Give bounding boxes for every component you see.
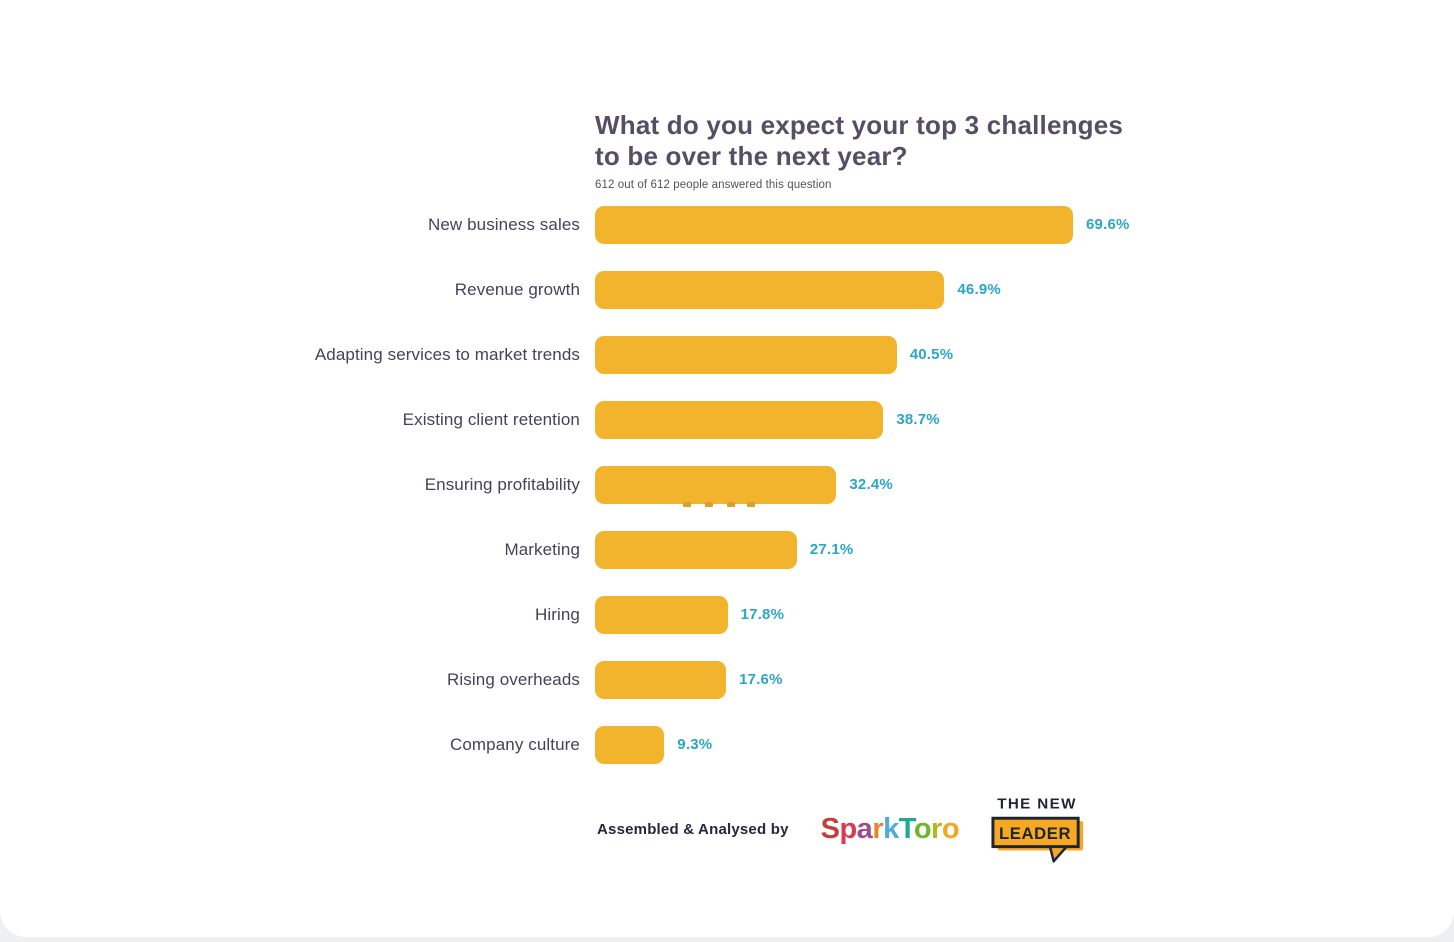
bar [595,595,728,634]
bar [595,270,945,309]
the-new-leader-logo: THE NEW LEADER [991,795,1084,863]
sparktoro-letter: p [839,812,857,845]
bar-row: Marketing 27.1% [0,517,1454,582]
sparktoro-letter: a [856,812,873,845]
category-label: Ensuring profitability [424,474,580,494]
chart-header: What do you expect your top 3 challenges… [595,110,1123,191]
bar [595,725,665,764]
hidden-text-artifact [727,501,735,507]
svg-text:THE NEW: THE NEW [997,795,1077,812]
bar-row: Adapting services to market trends 40.5% [0,322,1454,387]
credit-text: Assembled & Analysed by [597,820,789,838]
value-label: 46.9% [957,281,1001,298]
chart-title-line-2: to be over the next year? [595,141,908,171]
value-label: 32.4% [849,476,893,493]
bar-row: Hiring 17.8% [0,582,1454,647]
sparktoro-letter: o [941,812,960,845]
sparktoro-letter: o [913,812,932,845]
bar [595,205,1073,244]
bar [595,335,897,374]
category-label: Rising overheads [447,669,580,689]
hidden-text-artifact [705,501,713,507]
value-label: 69.6% [1086,216,1130,233]
category-label: Company culture [449,734,580,754]
chart-subtitle: 612 out of 612 people answered this ques… [595,179,832,191]
sparktoro-letter: r [872,812,884,845]
value-label: 9.3% [677,736,713,753]
hidden-text-artifact [683,501,691,507]
sparktoro-letter: k [883,812,899,845]
value-label: 17.6% [739,671,783,688]
bar-row: Revenue growth 46.9% [0,257,1454,322]
category-label: Hiring [534,604,580,624]
svg-text:LEADER: LEADER [999,824,1071,843]
bar-row: Ensuring profitability 32.4% [0,452,1454,517]
value-label: 38.7% [896,411,940,428]
sparktoro-letter: T [898,812,915,845]
sparktoro-logo: SparkToro [820,812,960,846]
bar-row: Existing client retention 38.7% [0,387,1454,452]
category-label: New business sales [427,214,580,234]
bar [595,465,837,507]
category-label: Existing client retention [402,409,580,429]
chart-title-line-1: What do you expect your top 3 challenges [595,110,1124,140]
footer: Assembled & Analysed by SparkToro THE NE… [597,793,1087,865]
value-label: 17.8% [740,606,785,623]
bar-row: Company culture 9.3% [0,712,1454,777]
sparktoro-letter: S [820,812,840,845]
value-label: 27.1% [809,541,854,558]
bar [595,530,797,569]
bar [595,400,884,439]
hidden-text-artifact [747,501,755,507]
value-label: 40.5% [909,346,954,363]
category-label: Revenue growth [454,279,580,299]
bar-chart: New business sales 69.6% Revenue growth 46.… [0,192,1454,777]
sparktoro-letter: r [931,812,942,845]
category-label: Marketing [504,539,580,559]
bar-row: Rising overheads 17.6% [0,647,1454,712]
bar [595,660,727,699]
category-label: Adapting services to market trends [314,344,580,364]
bar-row: New business sales 69.6% [0,192,1454,257]
